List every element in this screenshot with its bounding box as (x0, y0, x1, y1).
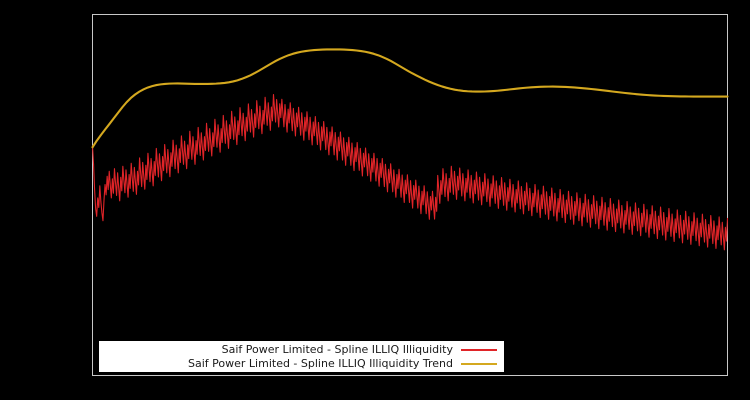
legend-entry-trend: Saif Power Limited - Spline ILLIQ Illiqu… (100, 357, 497, 371)
illiquidity-series-line (91, 93, 729, 251)
series-line-swatch-icon (461, 348, 497, 351)
legend-entry-series: Saif Power Limited - Spline ILLIQ Illiqu… (100, 343, 497, 357)
legend-label-trend: Saif Power Limited - Spline ILLIQ Illiqu… (188, 357, 453, 370)
trend-line-swatch-icon (461, 362, 497, 365)
chart-legend: Saif Power Limited - Spline ILLIQ Illiqu… (99, 341, 504, 372)
axes-frame (92, 14, 728, 376)
legend-label-series: Saif Power Limited - Spline ILLIQ Illiqu… (221, 343, 453, 356)
illiquidity-trend-line (91, 48, 729, 149)
